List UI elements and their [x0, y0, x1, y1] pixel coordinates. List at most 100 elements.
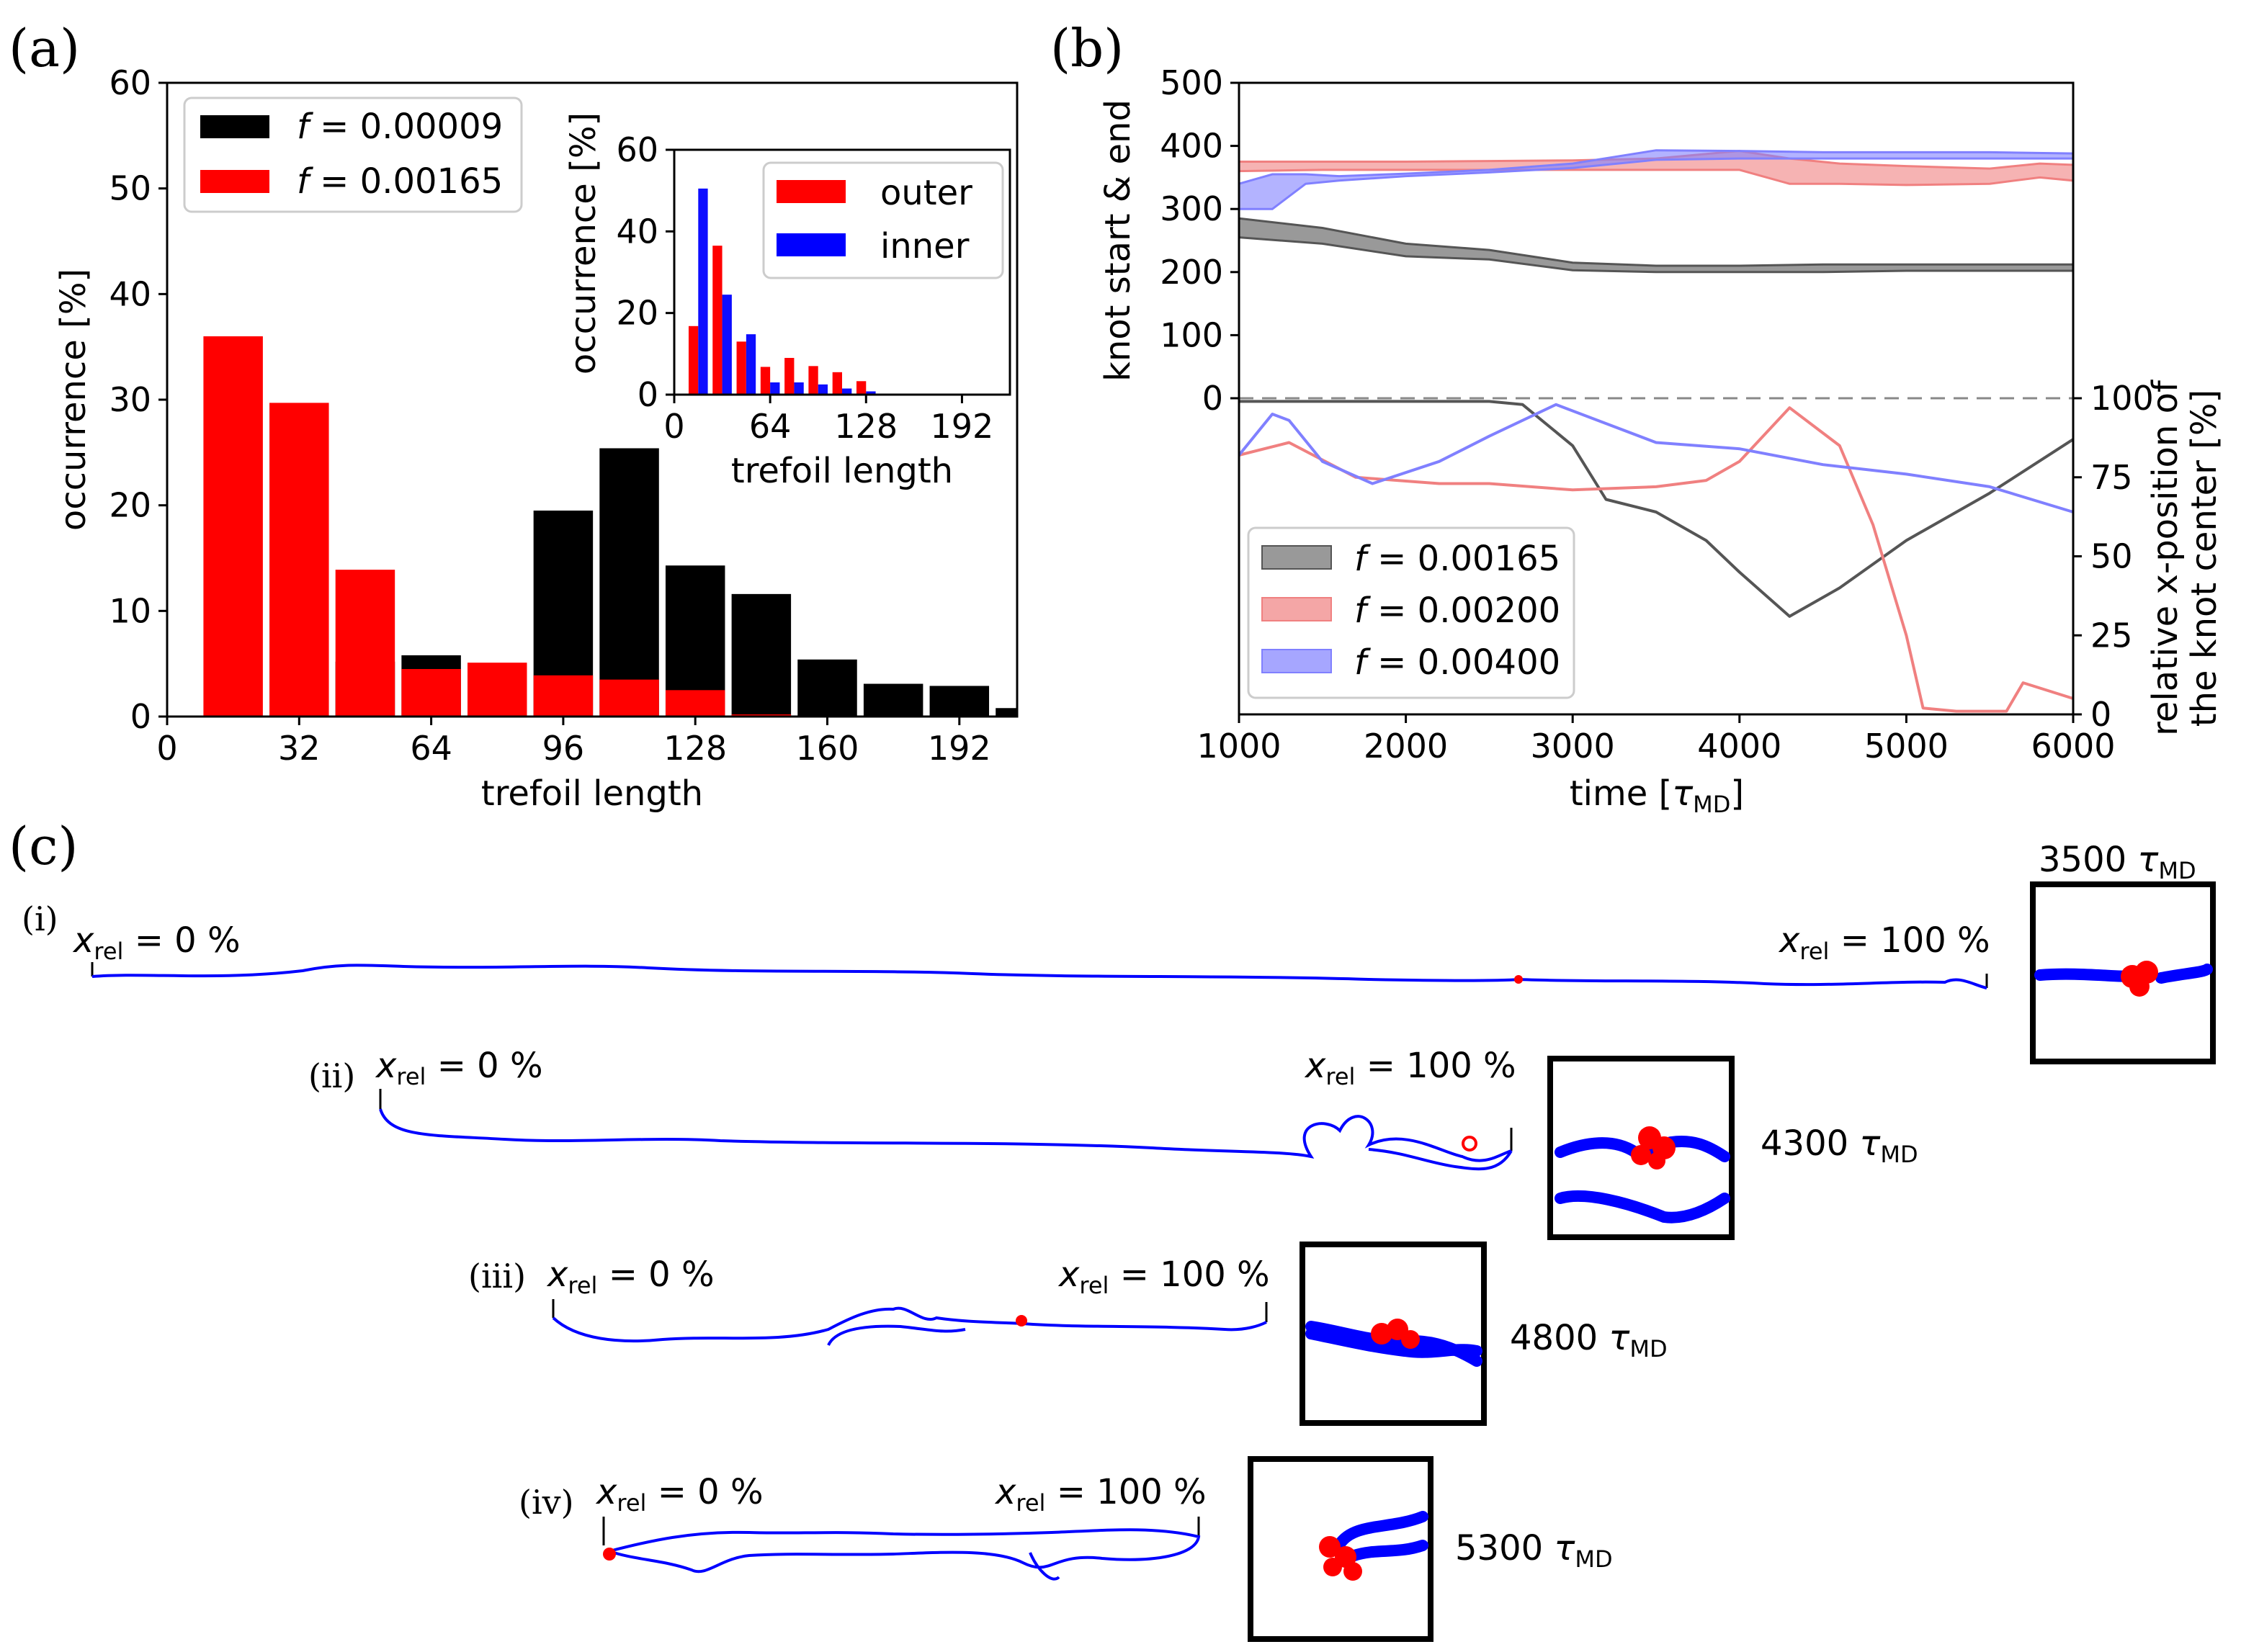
bar-f00165-32 — [269, 403, 328, 717]
row-i-start-label: xrel = 0 % — [72, 920, 241, 965]
b-left-y-tick-label-100: 100 — [1160, 315, 1223, 354]
panel-a-xlabel: trefoil length — [481, 773, 703, 814]
bar-f00165-96 — [534, 675, 593, 717]
inset-legend: outer inner — [764, 163, 1003, 278]
y-tick-label-40: 40 — [109, 274, 151, 313]
y-tick-label-60: 60 — [109, 63, 151, 102]
row-iv-polymer-chain — [609, 1530, 1199, 1579]
panel-b-xlabel: time [τMD] — [1570, 773, 1744, 818]
legend-label-f-00165: f = 0.00165 — [297, 161, 503, 202]
conformation-row-iv: (iv) xrel = 0 % xrel = 100 % 5300 τMD — [519, 1459, 1613, 1639]
inset-x-ticks: 0 64 128 192 — [663, 395, 993, 446]
row-i-label: (i) — [22, 899, 58, 938]
row-iv-zoom-knot-4 — [1343, 1562, 1362, 1581]
panel-b-bands — [1239, 151, 2073, 272]
panel-b-left-ylabel: knot start & end — [1098, 99, 1138, 382]
row-iii-polymer-chain — [553, 1308, 1266, 1345]
inset-bar-inner-64 — [770, 382, 779, 395]
panel-b-timeseries: 1000 2000 3000 4000 5000 6000 0 100 200 300 400 50… — [1098, 63, 2224, 818]
y-tick-label-50: 50 — [109, 169, 151, 208]
bar-f00165-48 — [336, 570, 395, 717]
row-ii-zoom-knot-4 — [1648, 1152, 1665, 1170]
bar-f00165-64 — [401, 669, 460, 717]
inset-bar-inner-16 — [698, 189, 707, 395]
panel-a-y-ticks: 0 10 20 30 40 50 60 — [109, 63, 167, 736]
b-x-tick-label-2000: 2000 — [1364, 727, 1448, 766]
bar-f00009-160 — [797, 660, 856, 717]
panel-c-conformations: (i) xrel = 0 % xrel = 100 % 3500 τMD (ii… — [22, 840, 2213, 1639]
row-iv-start-label: xrel = 0 % — [595, 1472, 764, 1517]
bar-f00009-192 — [930, 686, 989, 717]
x-tick-label-96: 96 — [542, 729, 585, 768]
panel-c-label: (c) — [9, 816, 79, 876]
row-i-zoom-knot-3 — [2129, 977, 2150, 997]
row-ii-time-label: 4300 τMD — [1761, 1123, 1918, 1168]
inset-bar-outer-112 — [833, 372, 842, 395]
row-ii-zoom-knot-3 — [1631, 1145, 1651, 1165]
inset-x-tick-label-192: 192 — [931, 407, 994, 446]
inset-x-tick-label-128: 128 — [834, 407, 898, 446]
inset-bar-inner-32 — [723, 295, 732, 395]
inset-bar-inner-48 — [746, 334, 756, 395]
y-tick-label-10: 10 — [109, 591, 151, 630]
legend-swatch-outer — [777, 180, 846, 203]
x-tick-label-192: 192 — [928, 729, 991, 768]
legend-label-f-00009: f = 0.00009 — [297, 107, 503, 147]
row-iv-label: (iv) — [519, 1483, 574, 1522]
bar-f00009-144 — [732, 594, 791, 717]
panel-b-right-ylabel-2: the knot center [%] — [2184, 390, 2224, 727]
b-right-y-tick-label-75: 75 — [2090, 458, 2133, 497]
legend-label-b-f-00200: f = 0.00200 — [1354, 591, 1560, 631]
b-left-y-tick-label-400: 400 — [1160, 127, 1223, 166]
x-tick-label-64: 64 — [410, 729, 452, 768]
legend-label-inner: inner — [880, 226, 970, 266]
legend-swatch-f-00009 — [200, 115, 269, 138]
panel-a-label: (a) — [9, 18, 80, 78]
row-ii-label: (ii) — [308, 1056, 355, 1095]
conformation-row-iii: (iii) xrel = 0 % xrel = 100 % 4800 τMD — [468, 1244, 1668, 1423]
panel-b-x-ticks: 1000 2000 3000 4000 5000 6000 — [1196, 714, 2115, 766]
row-ii-end-label: xrel = 100 % — [1304, 1046, 1516, 1090]
legend-label-b-f-00165: f = 0.00165 — [1354, 539, 1560, 579]
inset-xlabel: trefoil length — [731, 451, 953, 491]
b-left-y-tick-label-300: 300 — [1160, 189, 1223, 228]
y-tick-label-30: 30 — [109, 380, 151, 419]
b-right-y-tick-label-25: 25 — [2090, 616, 2133, 655]
b-left-y-tick-label-0: 0 — [1202, 379, 1223, 418]
inset-y-tick-label-20: 20 — [616, 294, 658, 333]
row-iii-knot — [1016, 1315, 1027, 1326]
row-iii-label: (iii) — [468, 1257, 526, 1296]
inset-y-tick-label-0: 0 — [638, 375, 658, 414]
panel-b-right-ylabel-1: relative x-position of — [2145, 380, 2186, 736]
inset-bar-inner-96 — [818, 385, 828, 395]
legend-label-outer: outer — [880, 173, 972, 213]
bar-f00165-16 — [203, 336, 262, 717]
row-iii-time-label: 4800 τMD — [1510, 1318, 1668, 1363]
bar-f00165-112 — [599, 680, 658, 717]
row-i-end-label: xrel = 100 % — [1778, 920, 1990, 965]
panel-b-label: (b) — [1050, 18, 1124, 78]
figure: (a) 0 32 64 96 128 160 192 0102030405060 trefo… — [0, 0, 2241, 1652]
legend-swatch-inner — [777, 233, 846, 256]
bar-f00009-208 — [996, 708, 1055, 717]
inset-ylabel: occurrence [%] — [563, 112, 604, 374]
panel-a-bars — [203, 336, 1055, 717]
panel-b-left-y-ticks: 0100200300400500 — [1160, 63, 1239, 418]
inset-y-tick-label-40: 40 — [616, 212, 658, 251]
row-iv-knot — [603, 1548, 616, 1561]
b-right-y-tick-label-50: 50 — [2090, 537, 2133, 576]
panel-a-ylabel: occurrence [%] — [53, 269, 94, 531]
row-iv-zoom-knot-3 — [1323, 1558, 1342, 1576]
b-left-y-tick-label-200: 200 — [1160, 253, 1223, 292]
row-ii-knot — [1463, 1137, 1476, 1150]
panel-b-legend: f = 0.00165 f = 0.00200 f = 0.00400 — [1248, 528, 1574, 698]
legend-swatch-b-f-00400 — [1262, 650, 1331, 673]
inset-x-tick-label-64: 64 — [749, 407, 792, 446]
b-x-tick-label-5000: 5000 — [1864, 727, 1949, 766]
panel-a-histogram: 0 32 64 96 128 160 192 0 10 20 30 40 50 60 trefoil l… — [53, 63, 1055, 814]
line-f00400 — [1239, 405, 2073, 512]
bar-f00009-112 — [599, 448, 658, 717]
row-i-time-label: 3500 τMD — [2039, 840, 2196, 884]
x-tick-label-0: 0 — [156, 729, 177, 768]
legend-swatch-f-00165 — [200, 170, 269, 193]
